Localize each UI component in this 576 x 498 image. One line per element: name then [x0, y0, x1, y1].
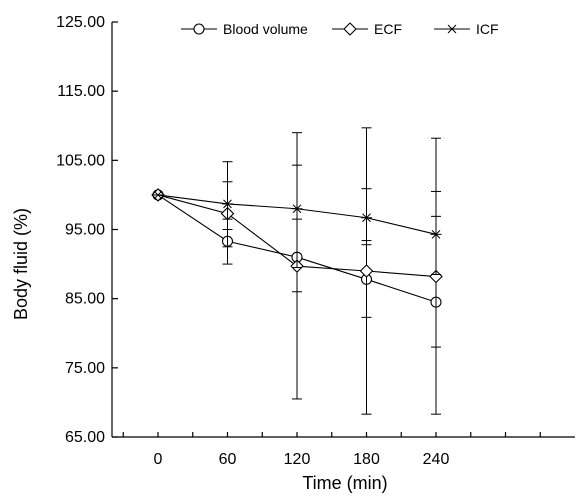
x-tick-label: 0 — [154, 451, 163, 468]
data-point — [361, 213, 372, 223]
axes: 65.00 75.00 85.00 95.00 105.00 115.00 125.00 0 6… — [56, 14, 575, 468]
y-tick-label: 85.00 — [65, 291, 105, 308]
y-tick-label: 105.00 — [56, 152, 105, 169]
x-tick-label: 120 — [284, 451, 311, 468]
y-tick-label: 125.00 — [56, 14, 105, 31]
y-axis-title: Body fluid (%) — [11, 208, 31, 320]
data-point — [152, 190, 164, 200]
legend-swatch-marker — [446, 24, 458, 34]
x-tick-label: 180 — [353, 451, 380, 468]
series-icf — [152, 127, 442, 275]
x-tick-label: 60 — [219, 451, 237, 468]
data-point — [359, 264, 374, 278]
data-point — [222, 199, 233, 209]
y-tick-label: 115.00 — [57, 83, 105, 100]
series-layer — [151, 127, 443, 415]
legend-label: ECF — [374, 21, 402, 37]
legend-label: Blood volume — [223, 21, 308, 37]
legend-item: ICF — [434, 21, 499, 37]
legend-swatch-marker — [193, 23, 205, 35]
legend-item: ECF — [332, 21, 402, 37]
y-tick-label: 75.00 — [65, 360, 105, 377]
data-point — [430, 229, 442, 239]
legend-swatch-marker — [343, 22, 357, 36]
data-point — [291, 204, 303, 214]
legend: Blood volume ECF ICF — [181, 21, 499, 37]
y-tick-label: 95.00 — [65, 222, 105, 239]
x-tick-label: 240 — [423, 451, 450, 468]
y-tick-label: 65.00 — [65, 429, 105, 446]
legend-item: Blood volume — [181, 21, 308, 37]
legend-label: ICF — [476, 21, 499, 37]
x-axis-title: Time (min) — [302, 473, 387, 493]
